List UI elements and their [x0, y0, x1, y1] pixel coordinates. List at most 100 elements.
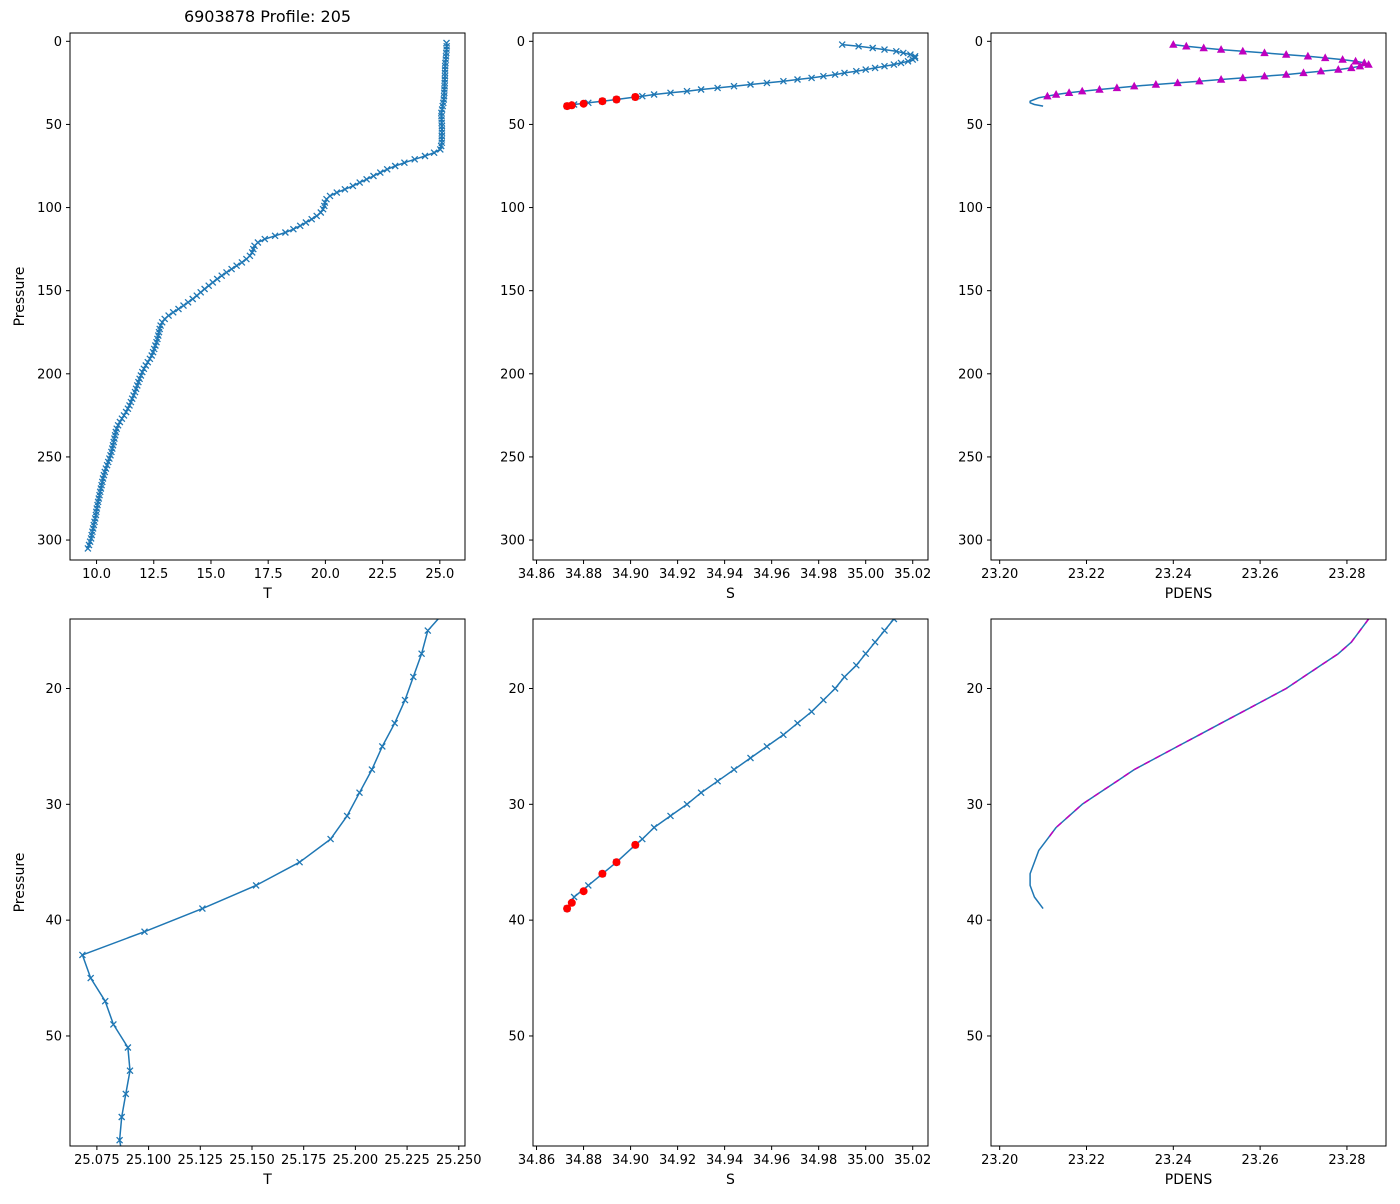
x-markers-temperature-zoom	[78, 627, 432, 1144]
x-axis-label: T	[262, 1172, 272, 1188]
x-tick-label: 34.94	[706, 567, 743, 582]
y-tick-label: 50	[45, 118, 62, 133]
dot-marker-salinity-flagged	[579, 99, 588, 108]
y-tick-label: 30	[966, 798, 983, 813]
axes-frame	[990, 618, 1387, 1147]
y-tick-label: 300	[500, 534, 525, 549]
x-tick-label: 34.90	[612, 567, 649, 582]
subplot-s-profile-full: 34.86 34.88 34.90 34.92 34.94 34.96 34.98 35.00…	[500, 32, 931, 602]
x-tick-label: 34.98	[800, 567, 837, 582]
x-tick-label: 23.28	[1328, 567, 1365, 582]
x-tick-label: 34.94	[706, 1153, 743, 1168]
x-tick-label: 34.92	[659, 567, 696, 582]
x-tick-label: 23.20	[981, 567, 1018, 582]
x-tick-label: 23.20	[981, 1153, 1018, 1168]
y-tick-label: 300	[958, 534, 983, 549]
x-tick-label: 34.96	[753, 1153, 790, 1168]
subplot-pdens-profile-full: 23.20 23.22 23.24 23.26 23.28 0 50 100 150 200 250…	[958, 32, 1387, 602]
x-tick-label: 10.0	[82, 567, 111, 582]
dot-marker-salinity-zoom-flagged	[579, 887, 588, 896]
x-tick-label: 25.250	[436, 1153, 482, 1168]
subplot-s-profile-zoom: 34.86 34.88 34.90 34.92 34.94 34.96 34.98 35.00…	[508, 618, 931, 1188]
y-axis-label: Pressure	[12, 267, 28, 327]
x-tick-label: 34.88	[565, 567, 602, 582]
x-tick-label: 25.125	[178, 1153, 224, 1168]
x-tick-label: 25.075	[74, 1153, 120, 1168]
dot-marker-salinity-zoom-flagged	[612, 858, 621, 867]
x-tick-label: 12.5	[139, 567, 168, 582]
axes-frame	[532, 32, 929, 561]
x-tick-label: 17.5	[254, 567, 283, 582]
y-tick-label: 100	[500, 201, 525, 216]
x-tick-label: 23.22	[1068, 567, 1105, 582]
x-tick-label: 23.24	[1155, 1153, 1192, 1168]
y-tick-label: 20	[45, 682, 62, 697]
x-tick-label: 23.24	[1155, 567, 1192, 582]
x-tick-label: 23.22	[1068, 1153, 1105, 1168]
y-tick-label: 250	[37, 450, 62, 465]
y-tick-label: 50	[508, 118, 525, 133]
dot-marker-salinity-zoom-flagged	[631, 840, 640, 849]
x-tick-label: 25.100	[126, 1153, 172, 1168]
y-axis-label: Pressure	[12, 853, 28, 913]
axes-frame	[69, 32, 466, 561]
x-tick-label: 25.150	[229, 1153, 275, 1168]
x-tick-label: 34.86	[518, 1153, 555, 1168]
y-tick-label: 150	[500, 284, 525, 299]
x-tick-label: 34.98	[800, 1153, 837, 1168]
x-tick-label: 20.0	[311, 567, 340, 582]
y-tick-label: 150	[958, 284, 983, 299]
y-tick-label: 0	[975, 35, 983, 50]
x-axis-label: PDENS	[1165, 586, 1213, 602]
x-tick-label: 34.92	[659, 1153, 696, 1168]
x-tick-label: 35.02	[894, 567, 931, 582]
x-tick-label: 23.26	[1242, 1153, 1279, 1168]
y-tick-label: 0	[517, 35, 525, 50]
y-tick-label: 0	[54, 35, 62, 50]
y-tick-label: 40	[966, 914, 983, 929]
axes-frame	[69, 618, 466, 1147]
y-tick-label: 200	[958, 367, 983, 382]
x-axis-label: PDENS	[1165, 1172, 1213, 1188]
dot-marker-salinity-flagged	[612, 95, 621, 104]
x-tick-label: 34.90	[612, 1153, 649, 1168]
subplot-t-profile-zoom: 25.075 25.100 25.125 25.150 25.175 25.200 25.2…	[12, 618, 482, 1188]
y-tick-label: 20	[966, 682, 983, 697]
y-tick-label: 200	[500, 367, 525, 382]
subplot-t-profile-full: 10.0 12.5 15.0 17.5 20.0 22.5 25.0 0 50 100 150 200…	[12, 7, 466, 602]
y-tick-label: 200	[37, 367, 62, 382]
x-tick-label: 25.0	[425, 567, 454, 582]
axes-frame	[990, 32, 1387, 561]
y-tick-label: 250	[500, 450, 525, 465]
y-tick-label: 50	[966, 1029, 983, 1044]
x-tick-label: 22.5	[368, 567, 397, 582]
y-tick-label: 250	[958, 450, 983, 465]
x-tick-label: 35.02	[894, 1153, 931, 1168]
dot-marker-salinity-zoom-flagged	[563, 904, 572, 913]
x-tick-label: 25.175	[281, 1153, 327, 1168]
y-tick-label: 100	[958, 201, 983, 216]
x-tick-label: 23.28	[1328, 1153, 1365, 1168]
x-tick-label: 25.200	[333, 1153, 379, 1168]
y-tick-label: 30	[45, 798, 62, 813]
figure-title: 6903878 Profile: 205	[184, 7, 351, 26]
x-tick-label: 34.88	[565, 1153, 602, 1168]
x-tick-label: 23.26	[1242, 567, 1279, 582]
y-tick-label: 150	[37, 284, 62, 299]
x-tick-label: 35.00	[847, 567, 884, 582]
y-tick-label: 100	[37, 201, 62, 216]
x-tick-label: 34.96	[753, 567, 790, 582]
y-tick-label: 40	[508, 914, 525, 929]
dot-marker-salinity-flagged	[563, 102, 572, 111]
x-tick-label: 15.0	[196, 567, 225, 582]
dot-marker-salinity-zoom-flagged	[598, 869, 607, 878]
x-tick-label: 35.00	[847, 1153, 884, 1168]
axes-frame	[532, 618, 929, 1147]
x-axis-label: S	[726, 1172, 735, 1188]
x-markers-temperature	[84, 39, 451, 552]
y-tick-label: 20	[508, 682, 525, 697]
series-line-potential-density-zoom-overlay	[1046, 619, 1370, 840]
y-tick-label: 50	[45, 1029, 62, 1044]
